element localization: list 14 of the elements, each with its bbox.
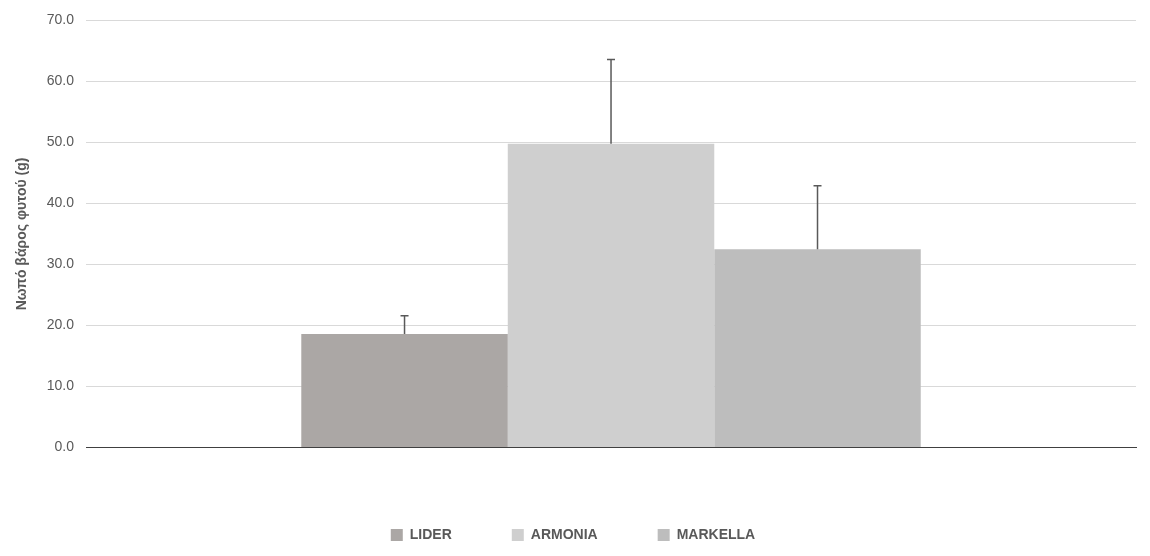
y-tick-label: 30.0 — [46, 255, 75, 272]
y-tick-label: 70.0 — [46, 11, 75, 28]
bar — [301, 334, 508, 448]
y-tick-label: 20.0 — [46, 316, 75, 333]
y-axis-title: Νωπό βάρος φυτού (g) — [13, 157, 30, 311]
y-tick-label: 0.0 — [54, 438, 75, 455]
bar — [714, 249, 921, 448]
y-tick-label: 40.0 — [46, 194, 75, 211]
legend-label: LIDER — [409, 525, 452, 542]
y-tick-label: 50.0 — [46, 133, 75, 150]
y-tick-label: 60.0 — [46, 72, 75, 89]
legend-label: ARMONIA — [530, 525, 598, 542]
y-tick-label: 10.0 — [46, 377, 75, 394]
legend-label: MARKELLA — [676, 525, 756, 542]
